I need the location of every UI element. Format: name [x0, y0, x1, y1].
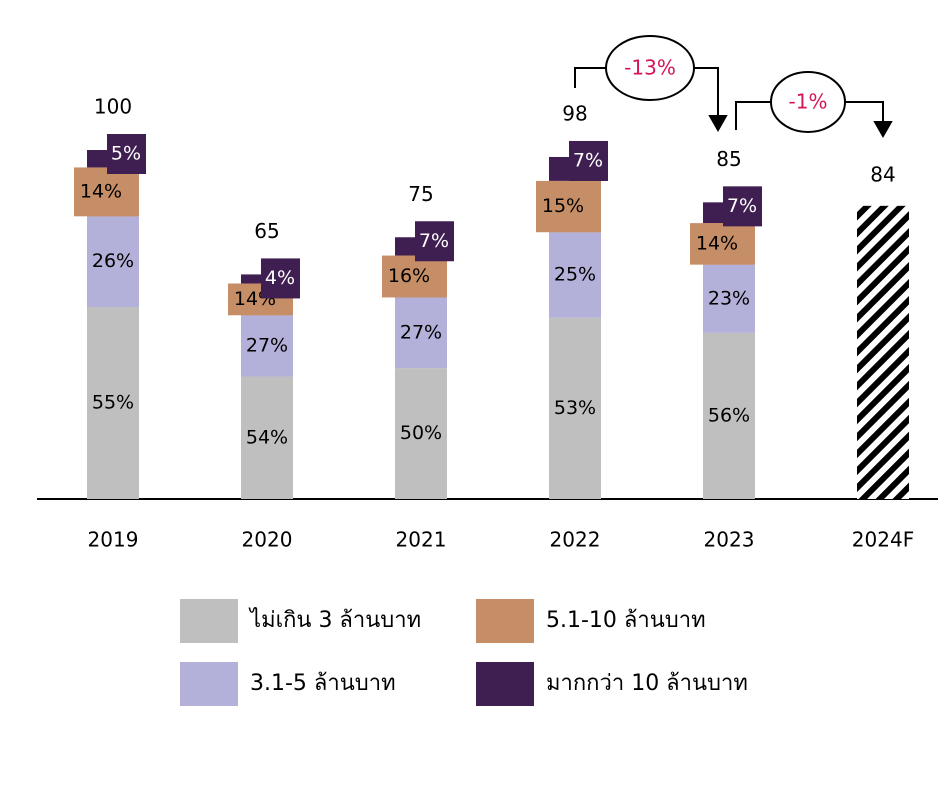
- bar-segment: [703, 264, 755, 333]
- legend-label: มากกว่า 10 ล้านบาท: [546, 671, 748, 696]
- total-label: 84: [870, 162, 895, 186]
- label-box: [261, 258, 300, 299]
- label-box: [74, 167, 138, 217]
- total-label: 85: [716, 147, 741, 171]
- legend-swatch: [476, 662, 534, 706]
- segment-label: 54%: [246, 426, 288, 448]
- forecast-bar: [857, 205, 909, 499]
- change-arrows: [574, 35, 893, 139]
- legend-swatch: [180, 662, 238, 706]
- label-box: [690, 223, 754, 265]
- legend-label: ไม่เกิน 3 ล้านบาท: [248, 607, 421, 633]
- x-tick-label: 2020: [242, 528, 293, 552]
- segment-label: 5%: [111, 143, 141, 165]
- x-tick-label: 2021: [396, 528, 447, 552]
- annotation: -13%: [624, 56, 676, 80]
- total-label: 75: [408, 182, 433, 206]
- segment-label: 27%: [400, 321, 442, 343]
- x-tick-label: 2023: [704, 528, 755, 552]
- bar-segment: [703, 332, 755, 499]
- segment-label: 26%: [92, 250, 134, 272]
- bar-segment: [395, 297, 447, 369]
- x-tick-label: 2022: [550, 528, 601, 552]
- legend-swatch: [476, 599, 534, 643]
- label-box: [382, 255, 446, 298]
- legend-label: 5.1-10 ล้านบาท: [546, 608, 706, 633]
- label-box: [415, 221, 454, 262]
- bar-segment: [87, 216, 139, 308]
- segment-label: 14%: [696, 232, 738, 254]
- x-tick-label: 2019: [88, 528, 139, 552]
- bar-segment: [549, 317, 601, 499]
- total-label: 98: [562, 101, 587, 125]
- segment-label: 7%: [573, 149, 603, 171]
- label-box: [107, 134, 146, 174]
- segment-label: 55%: [92, 392, 134, 414]
- bar-segment: [395, 368, 447, 499]
- total-label: 100: [94, 95, 132, 119]
- segment-label: 15%: [542, 195, 584, 217]
- label-box: [723, 186, 762, 227]
- segment-label: 50%: [400, 422, 442, 444]
- label-box: [536, 180, 600, 233]
- segment-label: 14%: [80, 180, 122, 202]
- segment-label: 25%: [554, 263, 596, 285]
- segment-label: 16%: [388, 265, 430, 287]
- bar-segment: [241, 376, 293, 499]
- x-tick-label: 2024F: [852, 528, 914, 552]
- segment-label: 7%: [419, 230, 449, 252]
- legend-swatch: [180, 599, 238, 643]
- segment-label: 27%: [246, 334, 288, 356]
- segment-label: 23%: [708, 287, 750, 309]
- total-label: 65: [254, 219, 279, 243]
- label-box: [569, 140, 608, 181]
- segment-label: 7%: [727, 195, 757, 217]
- segment-label: 56%: [708, 404, 750, 426]
- bar-segment: [549, 232, 601, 318]
- bar-segment: [87, 307, 139, 499]
- segment-label: 53%: [554, 397, 596, 419]
- legend-label: 3.1-5 ล้านบาท: [250, 671, 396, 696]
- annotation: -1%: [789, 90, 828, 114]
- bar-segment: [241, 315, 293, 377]
- segment-label: 4%: [265, 267, 295, 289]
